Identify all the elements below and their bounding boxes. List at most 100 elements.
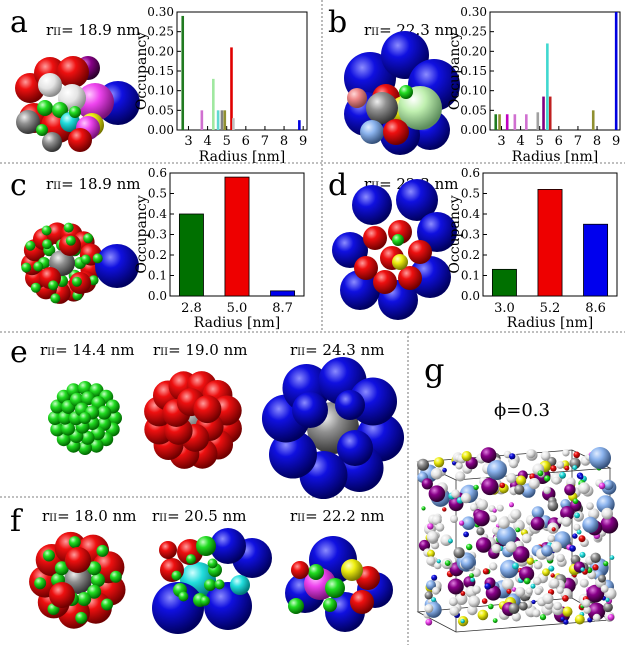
bar [212,78,215,130]
x-tick-label: 7 [261,134,269,149]
y-axis-label: Occupancy [134,32,150,110]
y-tick-label: 0.20 [460,44,487,58]
radius-label-f3: rII= 22.2 nm [290,507,385,525]
bar [542,96,545,130]
bar [614,12,618,130]
bar [513,114,517,130]
y-tick-label: 0.00 [460,123,487,137]
x-tick-label: 4 [516,134,524,149]
y-tick-label: 0.5 [461,187,480,201]
x-tick-label: 8.6 [585,301,606,316]
x-axis-label: Radius [nm] [199,149,286,163]
axes [489,11,621,131]
bar [537,188,563,297]
y-tick-label: 0.25 [460,25,487,39]
y-tick-label: 0.05 [147,103,174,117]
y-tick-label: 0.25 [147,25,174,39]
chart-a: 0.00 0.05 0.10 0.15 0.20 0.25 0.30 3 4 5 6 7 8 9 Radiu… [134,5,308,163]
y-tick-label: 0.1 [148,269,167,283]
phi-label: ϕ=0.3 [494,400,550,421]
panel-label-g: g [424,351,445,389]
y-tick-label: 0.4 [461,207,480,221]
x-tick-label: 3 [497,134,505,149]
bar [583,223,609,297]
y-tick-label: 0.6 [461,166,480,180]
y-tick-label: 0.10 [147,84,174,98]
y-axis-label: Occupancy [447,32,463,110]
panel-label-d: d [328,168,348,203]
y-tick-label: 0.15 [460,64,487,78]
y-tick-label: 0.1 [461,269,480,283]
bar [525,114,528,130]
bar [591,110,595,130]
cluster-b [344,31,460,155]
bar [536,112,540,130]
x-tick-label: 5 [536,134,544,149]
bar [491,268,517,297]
y-tick-label: 0.0 [461,289,480,303]
bar [546,43,549,130]
y-tick-label: 0.30 [460,5,487,19]
y-tick-label: 0.3 [148,228,167,242]
x-tick-label: 8.7 [272,301,293,316]
cluster-a [15,56,140,152]
bar [178,213,204,297]
cluster-c [21,222,139,304]
y-tick-label: 0.4 [148,207,167,221]
bar [200,110,204,130]
x-tick-label: 6 [242,134,250,149]
bar [498,114,501,130]
simulation-box [416,447,619,633]
radius-label-e2: rII= 19.0 nm [153,341,248,359]
x-tick-label: 5 [223,134,231,149]
y-axis-label: Occupancy [447,195,463,273]
y-tick-label: 0.2 [461,248,480,262]
bar [223,110,227,130]
x-tick-label: 5.0 [227,301,248,316]
radius-label-c: rII= 18.9 nm [46,175,141,193]
y-tick-label: 0.0 [148,289,167,303]
panel-label-c: c [10,168,27,203]
bar [232,118,235,130]
cluster-f1 [29,531,126,629]
bar [224,176,250,297]
radius-label-e3: rII= 24.3 nm [290,341,385,359]
cluster-d [332,179,457,320]
panel-label-e: e [10,335,28,370]
x-tick-label: 9 [612,134,620,149]
bar [494,114,498,130]
x-tick-label: 3.0 [494,301,515,316]
y-tick-label: 0.10 [460,84,487,98]
radius-label-e1: rII= 14.4 nm [40,341,135,359]
y-tick-label: 0.6 [148,166,167,180]
bar [181,15,185,130]
x-axis-label: Radius [nm] [507,315,594,330]
y-tick-label: 0.30 [147,5,174,19]
bar [230,47,233,130]
axes [176,11,308,131]
chart-b: 0.00 0.05 0.10 0.15 0.20 0.25 0.30 3 4 5 6 7 8 9 Radiu… [447,5,621,163]
x-tick-label: 8 [593,134,601,149]
x-tick-label: 2.8 [181,301,202,316]
radius-label-f1: rII= 18.0 nm [42,507,137,525]
y-tick-label: 0.15 [147,64,174,78]
bar [505,114,509,130]
x-tick-label: 3 [184,134,192,149]
y-axis-label: Occupancy [134,195,150,273]
y-tick-label: 0.05 [460,103,487,117]
bar [548,96,552,130]
x-tick-label: 6 [555,134,563,149]
x-tick-label: 5.2 [540,301,561,316]
cluster-e1 [48,381,122,455]
panel-label-b: b [328,5,348,40]
y-tick-label: 0.3 [461,228,480,242]
bar [220,110,224,130]
cluster-e2 [144,371,242,469]
x-tick-label: 7 [574,134,582,149]
bar [270,290,296,297]
cluster-f3 [285,536,393,632]
